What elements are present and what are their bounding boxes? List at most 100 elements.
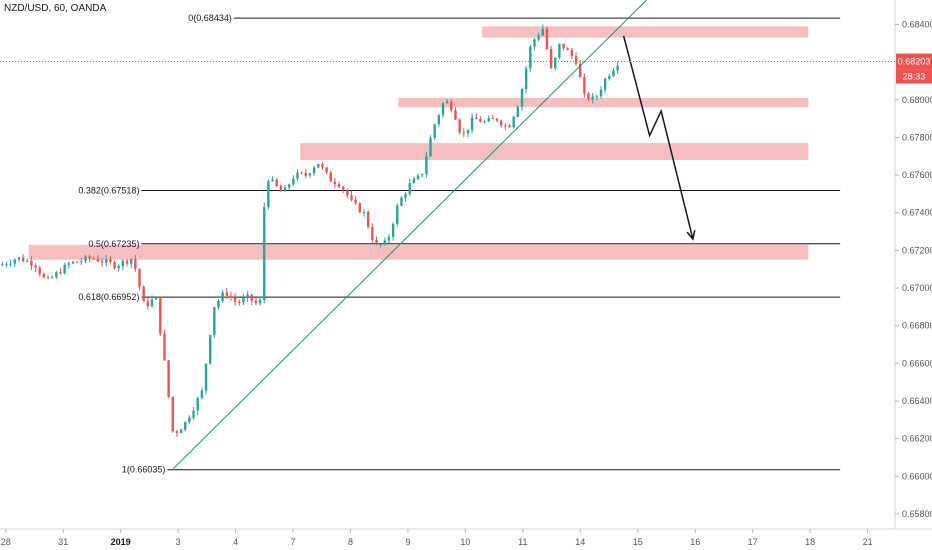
candle-body bbox=[179, 429, 183, 434]
candle-body bbox=[59, 272, 62, 274]
x-tick-label: 8 bbox=[348, 537, 353, 547]
candle-body bbox=[275, 179, 278, 186]
candle-body bbox=[196, 398, 199, 411]
candle-body bbox=[1, 264, 4, 266]
y-tick-label: 0.66000 bbox=[902, 471, 932, 481]
candle-body bbox=[479, 119, 482, 123]
candles bbox=[1, 24, 619, 437]
candle-body bbox=[167, 360, 170, 397]
candle-body bbox=[292, 178, 295, 185]
candle-body bbox=[346, 189, 349, 196]
candle-body bbox=[5, 264, 8, 266]
candle-body bbox=[437, 115, 441, 125]
projection-path[interactable] bbox=[622, 35, 694, 240]
candle-body bbox=[366, 211, 370, 228]
last-price-badge bbox=[896, 53, 932, 70]
candle-body bbox=[26, 260, 29, 262]
candle-body bbox=[342, 186, 345, 190]
candle-body bbox=[537, 35, 540, 40]
candle-body bbox=[321, 164, 324, 168]
fib-level-label: 0.618(0.66952) bbox=[78, 292, 139, 302]
candle-body bbox=[371, 227, 374, 241]
candle-body bbox=[329, 172, 332, 182]
candle-body bbox=[416, 175, 420, 179]
candle-body bbox=[296, 172, 299, 179]
candle-body bbox=[404, 194, 407, 198]
candle-body bbox=[616, 65, 619, 71]
candle-body bbox=[279, 185, 283, 192]
trendline-group[interactable] bbox=[172, 0, 648, 470]
candle-body bbox=[271, 179, 274, 182]
y-tick-label: 0.67600 bbox=[902, 170, 932, 180]
candle-body bbox=[566, 48, 569, 51]
candle-body bbox=[495, 118, 499, 121]
x-tick-label: 28 bbox=[1, 537, 11, 547]
candle-body bbox=[504, 125, 507, 127]
projection-arrowhead bbox=[686, 230, 696, 241]
candle-body bbox=[375, 240, 378, 245]
x-tick-label: 3 bbox=[176, 537, 181, 547]
candle-body bbox=[283, 187, 287, 192]
y-tick-label: 0.66800 bbox=[902, 321, 932, 331]
candle-body bbox=[242, 297, 245, 303]
candle-body bbox=[188, 417, 191, 422]
candle-body bbox=[150, 299, 154, 307]
y-tick-label: 0.66600 bbox=[902, 358, 932, 368]
candle-body bbox=[325, 167, 328, 173]
candle-body bbox=[287, 184, 291, 188]
price-axis[interactable]: 0.684000.682000.680000.678000.676000.674… bbox=[895, 19, 932, 519]
candle-body bbox=[508, 125, 511, 128]
countdown-badge bbox=[896, 69, 932, 84]
candle-body bbox=[387, 236, 391, 241]
last-price-group: 0.68203 28:33 bbox=[0, 53, 932, 84]
candle-body bbox=[88, 256, 91, 259]
candle-body bbox=[80, 261, 83, 263]
ascending-trendline[interactable] bbox=[172, 0, 648, 470]
candle-body bbox=[30, 260, 33, 266]
resistance-zone-1[interactable] bbox=[398, 97, 809, 108]
x-tick-label: 15 bbox=[633, 537, 643, 547]
candle-body bbox=[204, 363, 208, 391]
candle-body bbox=[238, 301, 241, 303]
candle-body bbox=[516, 106, 520, 117]
candle-body bbox=[21, 257, 25, 262]
resistance-zones bbox=[28, 26, 809, 260]
x-tick-label: 14 bbox=[575, 537, 585, 547]
candle-body bbox=[608, 75, 611, 79]
x-tick-label: 7 bbox=[291, 537, 296, 547]
candle-body bbox=[570, 50, 574, 57]
projection-group[interactable] bbox=[622, 35, 696, 241]
candle-body bbox=[38, 267, 41, 274]
candle-body bbox=[125, 260, 129, 264]
fib-level-label: 1(0.66035) bbox=[122, 465, 166, 475]
candle-body bbox=[304, 172, 308, 176]
resistance-zone-3[interactable] bbox=[28, 244, 809, 260]
resistance-zone-0[interactable] bbox=[482, 26, 809, 38]
candle-body bbox=[100, 261, 104, 263]
candle-body bbox=[217, 300, 220, 308]
candle-body bbox=[541, 28, 544, 36]
x-tick-label: 31 bbox=[58, 537, 68, 547]
candle-body bbox=[50, 277, 54, 279]
candle-body bbox=[163, 333, 166, 361]
candle-body bbox=[354, 199, 357, 204]
candle-body bbox=[412, 178, 416, 184]
candle-body bbox=[171, 396, 174, 432]
x-tick-label: 2019 bbox=[111, 537, 131, 547]
candle-body bbox=[383, 240, 386, 245]
candle-body bbox=[450, 101, 453, 111]
candle-body bbox=[529, 46, 532, 69]
candle-body bbox=[258, 299, 262, 304]
candle-body bbox=[267, 181, 270, 208]
x-tick-label: 10 bbox=[460, 537, 470, 547]
candle-body bbox=[129, 259, 133, 264]
candle-body bbox=[221, 292, 224, 301]
candle-body bbox=[462, 132, 465, 134]
candle-body bbox=[233, 297, 237, 302]
candle-body bbox=[470, 117, 474, 130]
resistance-zone-2[interactable] bbox=[300, 143, 809, 161]
candle-body bbox=[358, 203, 362, 213]
fib-level-label: 0.5(0.67235) bbox=[88, 239, 139, 249]
time-axis[interactable]: 28 31 2019 3 4 7 8 9 10 11 14 15 16 17 18 21 bbox=[1, 529, 873, 547]
